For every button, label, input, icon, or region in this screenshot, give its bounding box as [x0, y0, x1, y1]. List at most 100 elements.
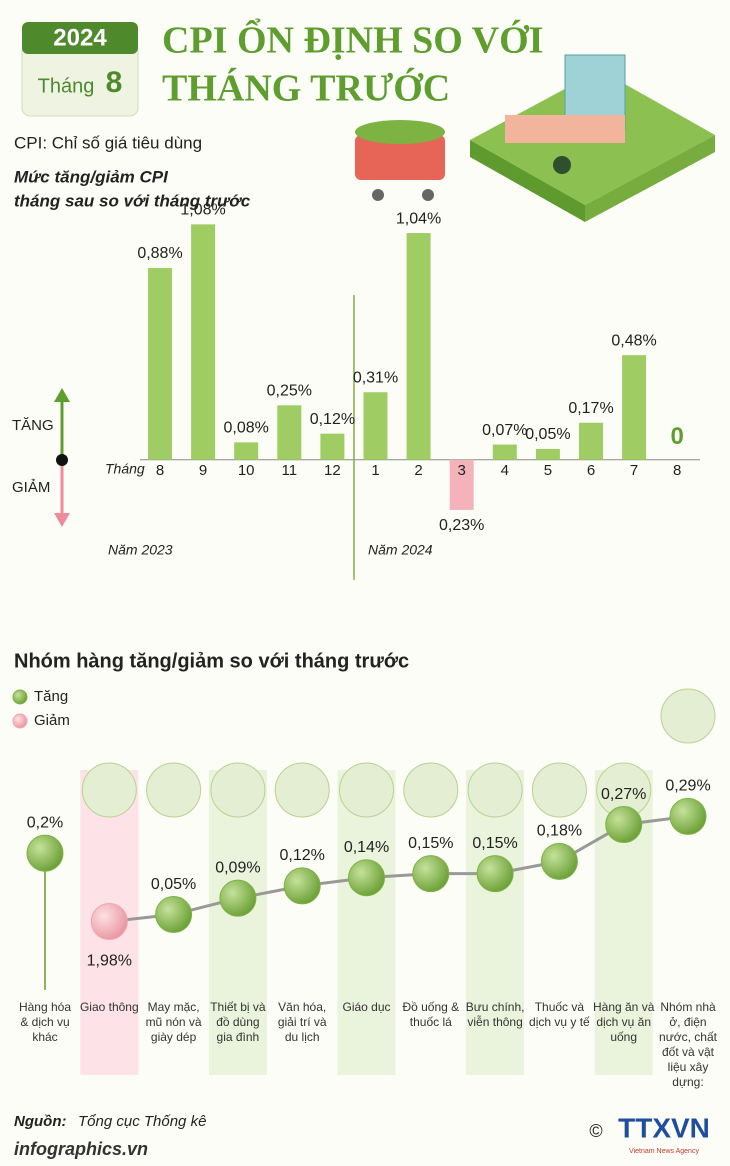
agency-full: Vietnam News Agency: [629, 1148, 699, 1155]
value-label: 0,18%: [537, 823, 582, 840]
category-label: Đồ uống & thuốc lá: [402, 1000, 460, 1029]
badge-year: 2024: [53, 24, 107, 51]
bar: [535, 448, 560, 460]
x-tick-label: 2: [414, 462, 422, 479]
cart-goods: [355, 120, 445, 144]
category-label: Hàng hóa & dịch vụ khác: [18, 1000, 72, 1044]
icon: [403, 762, 459, 818]
x-tick-label: 9: [199, 462, 207, 479]
value-label: 0,25%: [267, 383, 312, 400]
value-label: 0: [671, 423, 684, 450]
floor-side: [585, 135, 715, 222]
value-label: 0,48%: [611, 332, 656, 349]
chart-title: Nhóm hàng tăng/giảm so với tháng trước: [14, 650, 409, 672]
x-tick-label: 8: [673, 462, 681, 479]
icon: [339, 762, 394, 818]
up-label: TĂNG: [12, 417, 54, 434]
category-label: Bưu chính, viễn thông: [465, 1000, 525, 1029]
dot: [90, 903, 128, 940]
bar: [492, 444, 517, 460]
cart: [355, 135, 445, 180]
value-label: 0,15%: [408, 835, 453, 852]
value-label: 0,15%: [472, 835, 517, 852]
value-label: 1,98%: [87, 953, 132, 970]
icon: [81, 762, 137, 818]
icon: [467, 762, 523, 818]
chart-subtitle: Mức tăng/giảm CPI: [14, 167, 169, 186]
badge-top: [22, 22, 138, 54]
x-tick-label: 12: [324, 462, 341, 479]
value-label: 0,2%: [27, 814, 63, 831]
badge-month: 8: [106, 66, 123, 99]
dot: [540, 842, 578, 880]
bar: [277, 405, 302, 460]
category-label: Thuốc và dịch vụ y tế: [529, 1000, 590, 1029]
category-label: Hàng ăn và dịch vụ ăn uống: [592, 1000, 655, 1044]
category-label: Nhóm nhà ở, điện nước, chất đốt và vật l…: [659, 1000, 717, 1089]
x-tick-label: 4: [501, 462, 509, 479]
year-annotation: Năm 2024: [368, 542, 433, 558]
category-label: Thiết bị và đồ dùng gia đình: [210, 1000, 266, 1044]
title-line: THÁNG TRƯỚC: [162, 68, 450, 110]
x-axis-label: Tháng: [105, 461, 145, 477]
icon: [274, 762, 330, 818]
copyright: ©: [589, 1121, 602, 1141]
value-label: 0,27%: [601, 786, 646, 803]
source-label: Nguồn:: [14, 1113, 66, 1130]
dot: [155, 896, 193, 934]
value-label: 0,17%: [568, 400, 613, 417]
down-label: GIẢM: [12, 479, 50, 496]
dot: [283, 867, 321, 905]
site: infographics.vn: [14, 1139, 148, 1159]
bar: [234, 442, 259, 460]
value-label: 0,05%: [151, 876, 196, 893]
cart-wheel: [372, 189, 384, 201]
icon: [146, 762, 202, 818]
x-tick-label: 5: [544, 462, 552, 479]
source: Tổng cục Thống kê: [78, 1113, 206, 1130]
value-label: 0,14%: [344, 839, 389, 856]
dot: [669, 797, 707, 835]
dot: [412, 855, 450, 893]
bar: [191, 224, 216, 460]
category-label: Văn hóa, giải trí và du lịch: [277, 1000, 327, 1044]
x-tick-label: 7: [630, 462, 638, 479]
dot: [476, 855, 514, 893]
badge: 2024 Tháng 8: [21, 22, 139, 117]
category-label: Giao thông: [79, 1000, 139, 1014]
value-label: 0,05%: [525, 426, 570, 443]
x-tick-label: 3: [458, 462, 466, 479]
legend-marker: [12, 689, 28, 705]
bar: [148, 267, 172, 460]
icon: [660, 688, 716, 744]
value-label: 0,29%: [665, 778, 710, 795]
chart-subtitle: tháng sau so với tháng trước: [14, 191, 251, 210]
legend-label: Tăng: [34, 688, 68, 705]
dot: [348, 859, 385, 897]
x-tick-label: 1: [371, 462, 379, 479]
note: CPI: Chỉ số giá tiêu dùng: [14, 133, 202, 152]
bar: [579, 422, 603, 460]
shopper: [553, 156, 571, 174]
icon: [210, 762, 266, 818]
agency: TTXVN: [618, 1112, 710, 1143]
category-label: May mặc, mũ nón và giày dép: [145, 1000, 202, 1044]
dot: [26, 834, 64, 872]
bar: [406, 233, 431, 460]
up-arrow-head: [54, 388, 70, 402]
legend-marker: [12, 713, 28, 729]
dot: [219, 879, 257, 917]
floor-side: [470, 140, 585, 222]
value-label: 0,07%: [482, 422, 527, 439]
counter: [505, 115, 625, 143]
origin-dot: [56, 454, 68, 466]
value-label: 0,31%: [353, 369, 398, 386]
cart-wheel: [422, 189, 434, 201]
bar: [622, 355, 647, 460]
value-label: 0,88%: [137, 245, 182, 262]
bar: [320, 433, 345, 460]
illustration: [355, 54, 715, 222]
value-label: 0,23%: [439, 517, 484, 534]
